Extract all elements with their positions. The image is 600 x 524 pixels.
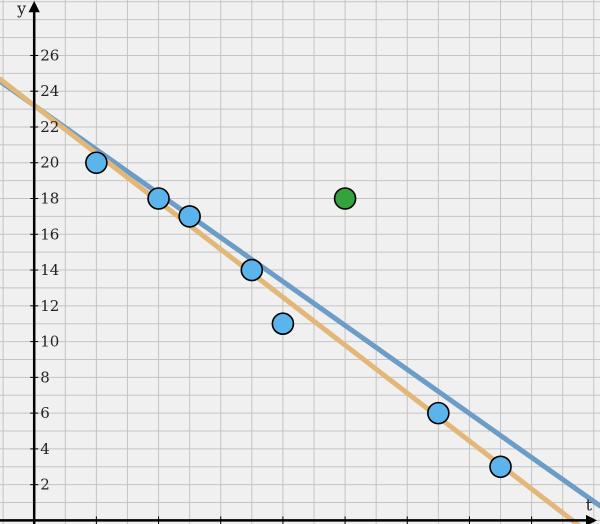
y-tick-label: 16	[40, 225, 59, 243]
y-tick-label: 6	[40, 404, 50, 422]
y-axis-label: y	[16, 0, 26, 18]
y-tick-label: 18	[40, 190, 59, 208]
data-point	[271, 312, 295, 335]
y-tick-label: 22	[40, 118, 59, 136]
y-tick-label: 4	[40, 440, 50, 458]
y-tick-label: 24	[40, 82, 59, 100]
y-tick-label: 10	[40, 333, 59, 351]
y-tick-label: 14	[40, 261, 59, 279]
fit-lines	[0, 76, 600, 524]
data-point	[333, 187, 357, 210]
data-point	[85, 151, 108, 175]
y-tick-label: 2	[40, 476, 50, 494]
fit-line	[0, 76, 582, 524]
data-point	[489, 455, 512, 479]
y-tick-label: 20	[40, 154, 59, 172]
y-tick-label: 8	[40, 368, 50, 386]
data-point	[427, 401, 450, 425]
x-axis-label: t	[586, 495, 593, 514]
y-tick-label: 26	[40, 46, 59, 64]
ticks: 2468101214162468101214161820222426	[30, 46, 533, 524]
data-points	[85, 151, 512, 479]
data-point	[147, 187, 170, 210]
y-tick-label: 12	[40, 297, 59, 315]
data-point	[240, 258, 264, 282]
data-point	[178, 205, 201, 228]
